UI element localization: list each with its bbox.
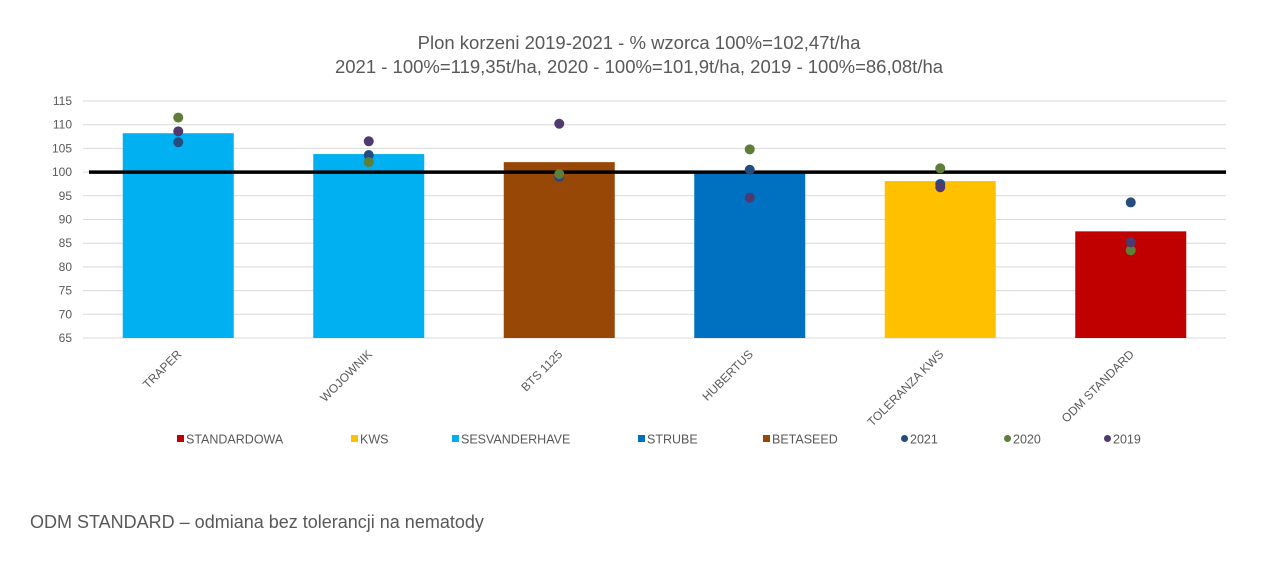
point-2021-1 bbox=[363, 150, 374, 161]
y-tick-label-115: 115 bbox=[53, 94, 72, 108]
point-2020-0 bbox=[173, 112, 184, 123]
y-axis-ticks: 65 70 75 80 85 90 95 100 105 110 115 bbox=[52, 94, 72, 345]
legend-label-2019: 2019 bbox=[1113, 433, 1141, 447]
point-2020-4 bbox=[935, 163, 946, 174]
point-2019-3 bbox=[744, 192, 755, 203]
chart-title: Plon korzeni 2019-2021 - % wzorca 100%=1… bbox=[0, 31, 1278, 79]
legend-marker-betaseed bbox=[763, 435, 770, 442]
point-2021-0 bbox=[173, 137, 184, 148]
bars bbox=[122, 133, 1187, 338]
bar-4 bbox=[884, 181, 996, 338]
legend-label-standardowa: STANDARDOWA bbox=[186, 433, 284, 447]
legend-marker-strube bbox=[638, 435, 645, 442]
chart-title-line-1: Plon korzeni 2019-2021 - % wzorca 100%=1… bbox=[417, 32, 861, 53]
y-tick-label-70: 70 bbox=[59, 307, 73, 321]
legend-label-2020: 2020 bbox=[1013, 433, 1041, 447]
legend: STANDARDOWA KWS SESVANDERHAVE STRUBE BETASEE… bbox=[177, 433, 1141, 447]
gridlines bbox=[83, 100, 1226, 339]
point-2019-5 bbox=[1125, 237, 1136, 248]
point-2020-1 bbox=[363, 157, 374, 168]
points bbox=[173, 112, 1136, 256]
x-tick-label-3: HUBERTUS bbox=[699, 347, 755, 403]
x-axis-labels: TRAPER WOJOWNIK BTS 1125 HUBERTUS TOLERANZA … bbox=[140, 347, 1137, 429]
legend-marker-2020 bbox=[1004, 435, 1011, 442]
x-tick-label-5: ODM STANDARD bbox=[1059, 347, 1137, 425]
legend-label-betaseed: BETASEED bbox=[772, 433, 838, 447]
point-2021-5 bbox=[1125, 197, 1136, 208]
legend-label-kws: KWS bbox=[360, 433, 388, 447]
legend-marker-2021 bbox=[901, 435, 908, 442]
bar-1 bbox=[313, 154, 425, 338]
legend-marker-kws bbox=[351, 435, 358, 442]
point-2020-2 bbox=[554, 168, 565, 179]
y-tick-label-100: 100 bbox=[52, 165, 72, 179]
legend-label-strube: STRUBE bbox=[647, 433, 698, 447]
point-2019-2 bbox=[554, 118, 565, 129]
point-2019-0 bbox=[173, 126, 184, 137]
bar-2 bbox=[503, 162, 615, 338]
bar-0 bbox=[122, 133, 234, 338]
x-tick-label-0: TRAPER bbox=[140, 347, 185, 392]
point-2021-3 bbox=[744, 164, 755, 175]
x-tick-label-1: WOJOWNIK bbox=[317, 347, 375, 405]
x-tick-label-4: TOLERANZA KWS bbox=[864, 347, 946, 429]
y-tick-label-95: 95 bbox=[59, 189, 73, 203]
point-2020-3 bbox=[744, 144, 755, 155]
legend-marker-2019 bbox=[1104, 435, 1111, 442]
y-tick-label-75: 75 bbox=[59, 284, 73, 298]
y-tick-label-80: 80 bbox=[59, 260, 73, 274]
y-tick-label-90: 90 bbox=[59, 213, 73, 227]
chart-title-line-2: 2021 - 100%=119,35t/ha, 2020 - 100%=101,… bbox=[334, 56, 944, 77]
legend-label-sesvanderhave: SESVANDERHAVE bbox=[461, 433, 570, 447]
footnote: ODM STANDARD – odmiana bez tolerancji na… bbox=[30, 512, 484, 532]
point-2019-1 bbox=[363, 136, 374, 147]
y-tick-label-110: 110 bbox=[53, 118, 72, 132]
legend-marker-sesvanderhave bbox=[452, 435, 459, 442]
x-tick-label-2: BTS 1125 bbox=[518, 347, 565, 394]
legend-marker-standardowa bbox=[177, 435, 184, 442]
y-tick-label-65: 65 bbox=[59, 331, 73, 345]
y-tick-label-85: 85 bbox=[59, 236, 73, 250]
y-tick-label-105: 105 bbox=[52, 141, 72, 155]
chart-canvas: 65 70 75 80 85 90 95 100 105 110 115 TRAPER WOJOWNI… bbox=[52, 94, 1226, 447]
point-2020-5 bbox=[1125, 245, 1136, 256]
point-2019-4 bbox=[935, 182, 946, 193]
legend-label-2021: 2021 bbox=[910, 433, 938, 447]
